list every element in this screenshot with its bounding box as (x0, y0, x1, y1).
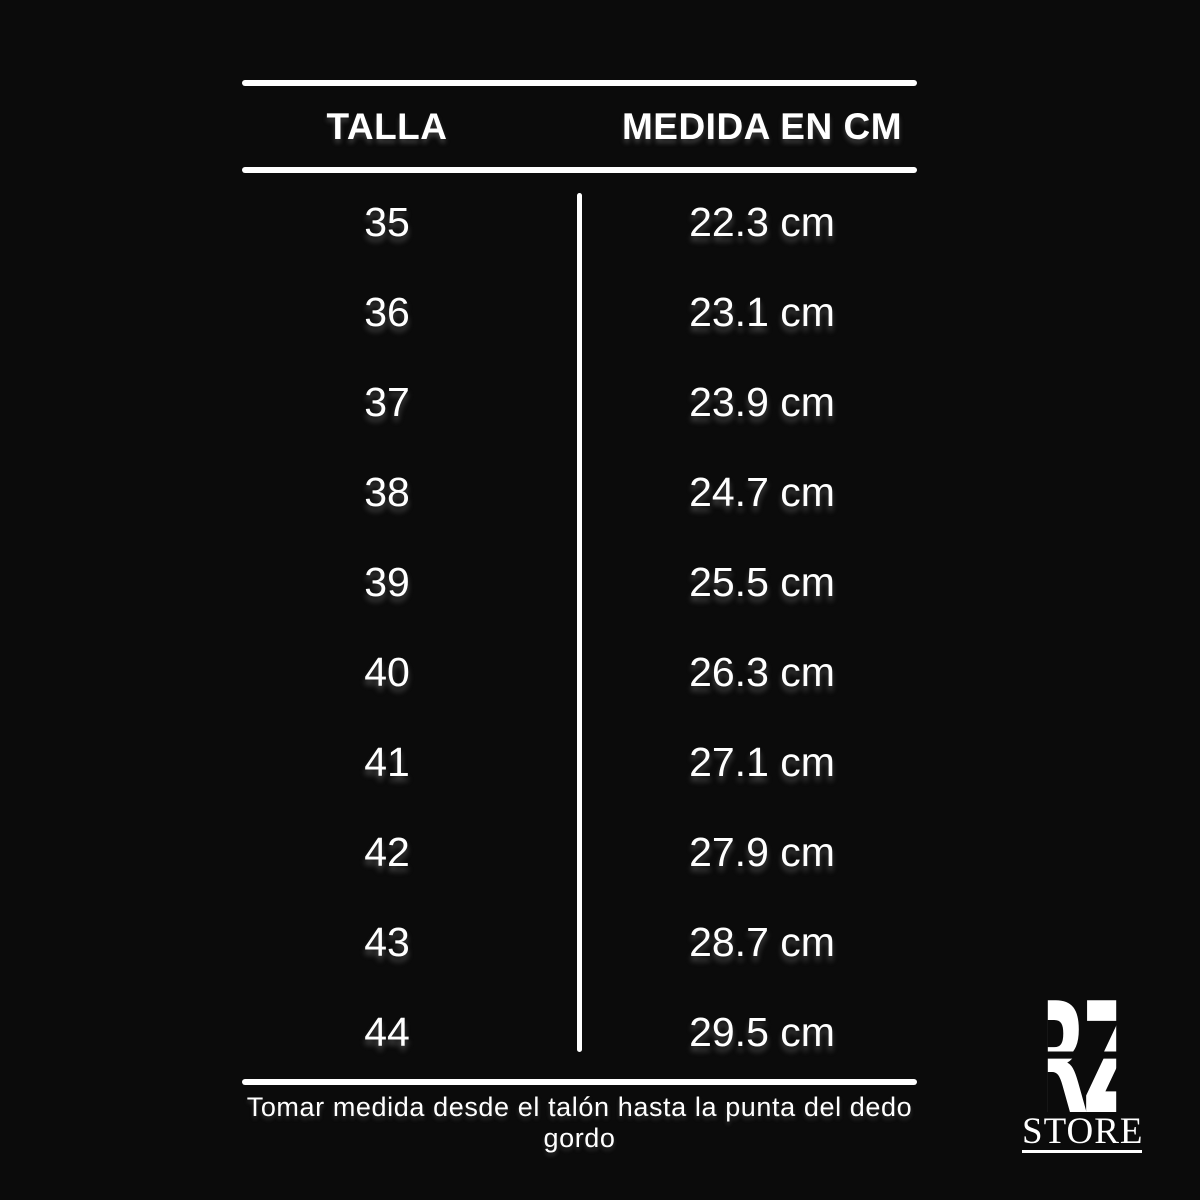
measure-cell: 28.7 cm (689, 919, 835, 965)
size-cell: 44 (364, 1009, 410, 1055)
measure-cell: 25.5 cm (689, 559, 835, 605)
table-row: 42 27.9 cm (242, 807, 917, 897)
measure-cell: 22.3 cm (689, 199, 835, 245)
footer-note: Tomar medida desde el talón hasta la pun… (246, 1092, 913, 1153)
logo-caption: STORE (1022, 1111, 1144, 1152)
logo-monogram-top-half: RZ (1024, 971, 1137, 1141)
measure-cell: 24.7 cm (689, 469, 835, 515)
size-cell: 43 (364, 919, 410, 965)
bottom-rule (242, 1079, 917, 1085)
table-row: 44 29.5 cm (242, 987, 917, 1077)
size-cell: 36 (364, 289, 410, 335)
measure-cell: 23.9 cm (689, 379, 835, 425)
measure-cell: 29.5 cm (689, 1009, 835, 1055)
logo-monogram-bottom-half: RZ (1024, 977, 1137, 1147)
size-cell: 37 (364, 379, 410, 425)
size-cell: 39 (364, 559, 410, 605)
header-medida: MEDIDA EN CM (621, 106, 903, 147)
table-row: 37 23.9 cm (242, 357, 917, 447)
size-cell: 41 (364, 739, 410, 785)
measure-cell: 27.1 cm (689, 739, 835, 785)
measure-cell: 23.1 cm (689, 289, 835, 335)
header-rule (242, 167, 917, 173)
table-row: 41 27.1 cm (242, 717, 917, 807)
table-row: 43 28.7 cm (242, 897, 917, 987)
table-row: 36 23.1 cm (242, 267, 917, 357)
size-cell: 42 (364, 829, 410, 875)
table-rows: 35 22.3 cm 36 23.1 cm 37 23.9 cm 38 24.7… (242, 177, 917, 1077)
table-header: TALLA MEDIDA EN CM (242, 86, 917, 167)
table-row: 38 24.7 cm (242, 447, 917, 537)
column-divider (577, 193, 582, 1052)
top-rule (242, 80, 917, 86)
header-talla: TALLA (326, 106, 448, 147)
size-cell: 35 (364, 199, 410, 245)
table-row: 35 22.3 cm (242, 177, 917, 267)
table-row: 39 25.5 cm (242, 537, 917, 627)
size-cell: 38 (364, 469, 410, 515)
logo-monogram: RZ RZ (1022, 971, 1142, 1141)
measure-cell: 27.9 cm (689, 829, 835, 875)
table-row: 40 26.3 cm (242, 627, 917, 717)
logo-underline (1022, 1150, 1142, 1153)
store-logo: RZ RZ STORE (1022, 971, 1144, 1153)
size-cell: 40 (364, 649, 410, 695)
measure-cell: 26.3 cm (689, 649, 835, 695)
